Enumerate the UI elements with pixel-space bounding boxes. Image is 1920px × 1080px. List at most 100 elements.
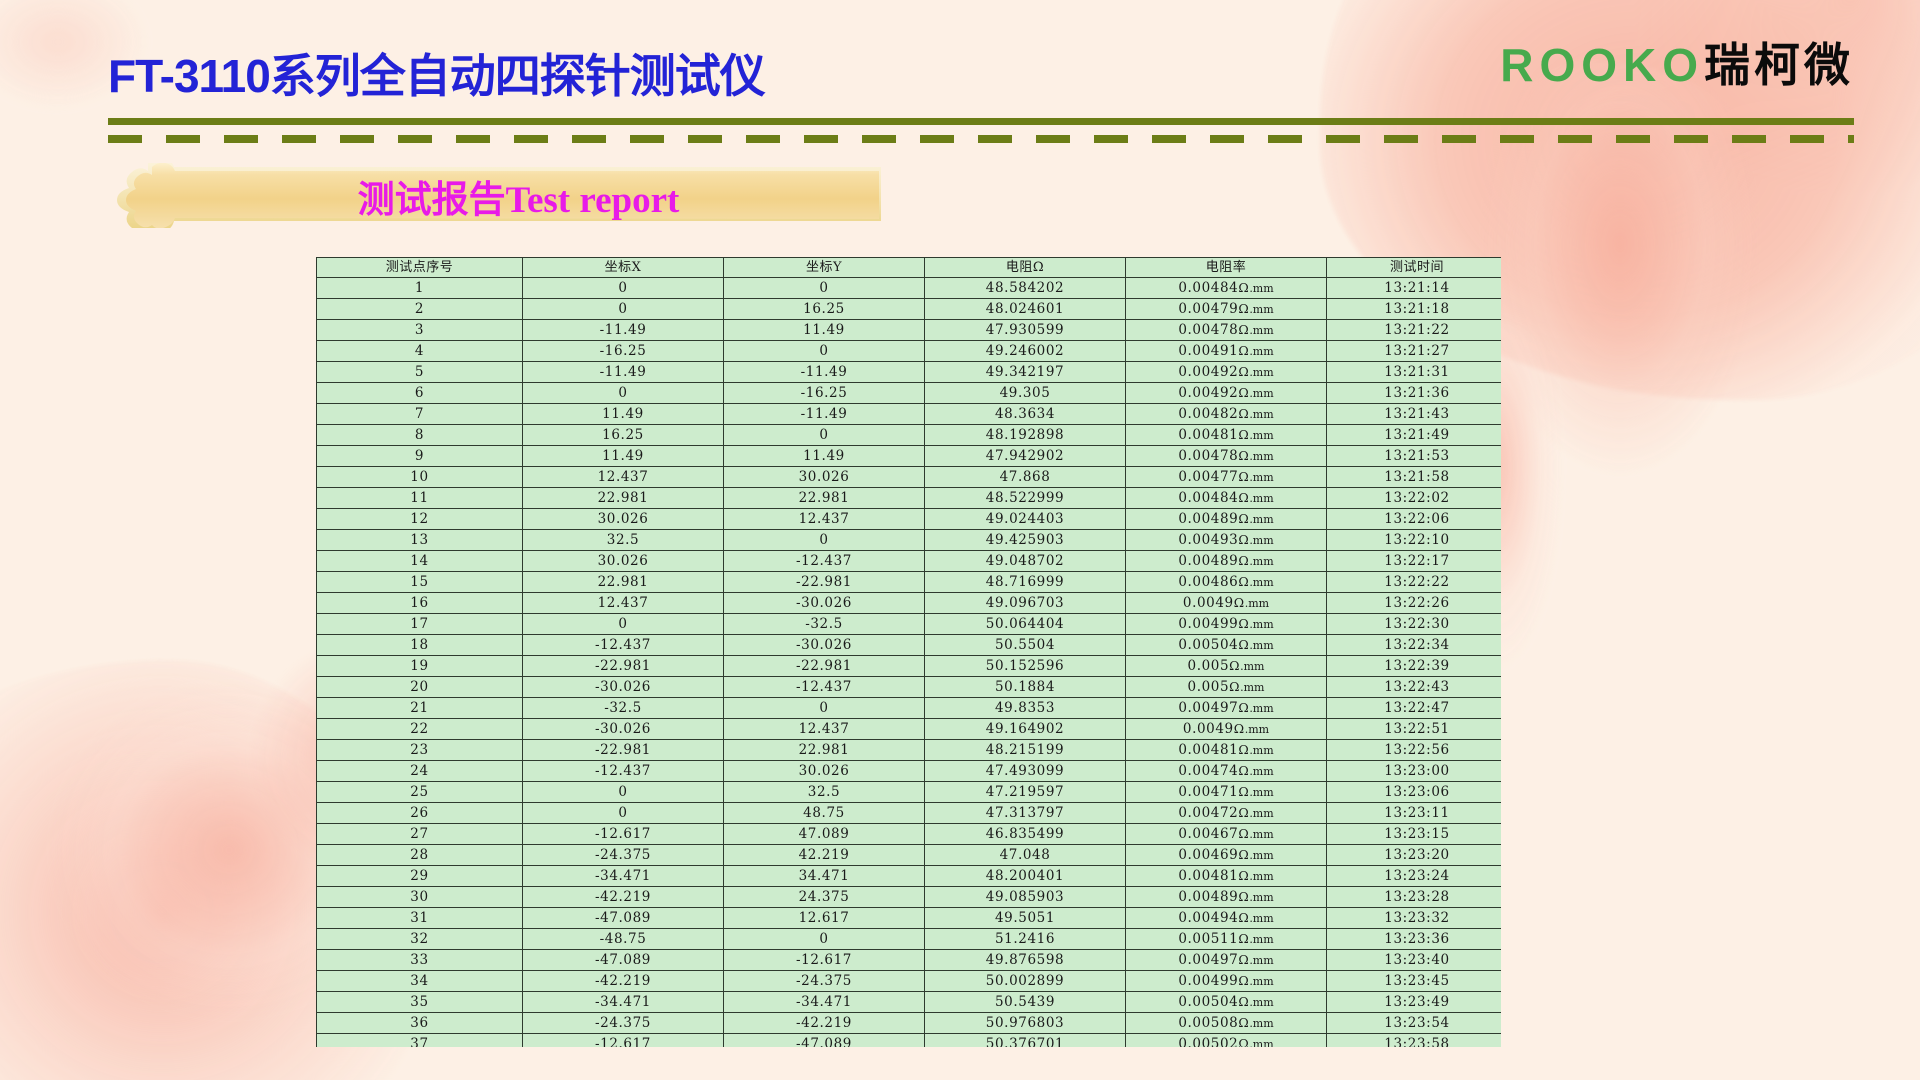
- table-row[interactable]: 32 -48.75 0 51.2416 0.00511Ω.mm 13:23:36: [316, 928, 1501, 950]
- table-row[interactable]: 6 0 -16.25 49.305 0.00492Ω.mm 13:21:36: [316, 382, 1501, 404]
- table-row[interactable]: 21 -32.5 0 49.8353 0.00497Ω.mm 13:22:47: [316, 697, 1501, 719]
- table-row[interactable]: 13 32.5 0 49.425903 0.00493Ω.mm 13:22:10: [316, 529, 1501, 551]
- cell-index: 1: [316, 277, 523, 299]
- cell-resistance: 47.219597: [924, 781, 1126, 803]
- cell-resistance: 49.342197: [924, 361, 1126, 383]
- cell-time: 13:23:49: [1326, 991, 1501, 1013]
- cell-coordinate-x: -48.75: [522, 928, 724, 950]
- table-row[interactable]: 7 11.49 -11.49 48.3634 0.00482Ω.mm 13:21:43: [316, 403, 1501, 425]
- column-header-resistivity: 电阻率: [1125, 257, 1327, 278]
- cell-index: 34: [316, 970, 523, 992]
- cell-resistance: 49.048702: [924, 550, 1126, 572]
- table-row[interactable]: 37 -12.617 -47.089 50.376701 0.00502Ω.mm 13:2…: [316, 1033, 1501, 1047]
- cell-resistance: 48.3634: [924, 403, 1126, 425]
- table-row[interactable]: 35 -34.471 -34.471 50.5439 0.00504Ω.mm 13:23:…: [316, 991, 1501, 1013]
- cell-time: 13:22:56: [1326, 739, 1501, 761]
- cell-resistivity: 0.00489Ω.mm: [1125, 550, 1327, 572]
- table-row[interactable]: 28 -24.375 42.219 47.048 0.00469Ω.mm 13:23:20: [316, 844, 1501, 866]
- cell-index: 21: [316, 697, 523, 719]
- table-row[interactable]: 4 -16.25 0 49.246002 0.00491Ω.mm 13:21:27: [316, 340, 1501, 362]
- table-row[interactable]: 24 -12.437 30.026 47.493099 0.00474Ω.mm 13:23…: [316, 760, 1501, 782]
- table-row[interactable]: 26 0 48.75 47.313797 0.00472Ω.mm 13:23:11: [316, 802, 1501, 824]
- cell-time: 13:23:20: [1326, 844, 1501, 866]
- cell-coordinate-x: -11.49: [522, 319, 724, 341]
- cell-time: 13:22:22: [1326, 571, 1501, 593]
- table-row[interactable]: 8 16.25 0 48.192898 0.00481Ω.mm 13:21:49: [316, 424, 1501, 446]
- cell-coordinate-x: 0: [522, 277, 724, 299]
- table-row[interactable]: 17 0 -32.5 50.064404 0.00499Ω.mm 13:22:30: [316, 613, 1501, 635]
- table-row[interactable]: 11 22.981 22.981 48.522999 0.00484Ω.mm 13:22:…: [316, 487, 1501, 509]
- cell-time: 13:22:51: [1326, 718, 1501, 740]
- table-row[interactable]: 14 30.026 -12.437 49.048702 0.00489Ω.mm 13:22…: [316, 550, 1501, 572]
- cell-resistivity: 0.00504Ω.mm: [1125, 991, 1327, 1013]
- table-row[interactable]: 15 22.981 -22.981 48.716999 0.00486Ω.mm 13:22…: [316, 571, 1501, 593]
- cell-coordinate-x: 11.49: [522, 445, 724, 467]
- test-report-table-container[interactable]: 测试点序号 坐标X 坐标Y 电阻Ω 电阻率 测试时间 1 0 0 48.584202 0…: [316, 257, 1501, 1047]
- cell-coordinate-x: 0: [522, 382, 724, 404]
- cell-resistivity: 0.00497Ω.mm: [1125, 697, 1327, 719]
- table-row[interactable]: 18 -12.437 -30.026 50.5504 0.00504Ω.mm 13:22:…: [316, 634, 1501, 656]
- cell-resistivity: 0.00511Ω.mm: [1125, 928, 1327, 950]
- table-row[interactable]: 5 -11.49 -11.49 49.342197 0.00492Ω.mm 13:21:3…: [316, 361, 1501, 383]
- cell-time: 13:22:17: [1326, 550, 1501, 572]
- cell-coordinate-y: -11.49: [723, 403, 925, 425]
- cell-time: 13:22:06: [1326, 508, 1501, 530]
- table-row[interactable]: 31 -47.089 12.617 49.5051 0.00494Ω.mm 13:23:3…: [316, 907, 1501, 929]
- cell-time: 13:23:40: [1326, 949, 1501, 971]
- cell-resistance: 50.152596: [924, 655, 1126, 677]
- cell-index: 16: [316, 592, 523, 614]
- table-row[interactable]: 30 -42.219 24.375 49.085903 0.00489Ω.mm 13:23…: [316, 886, 1501, 908]
- brand-logo-chinese: 瑞柯微: [1704, 38, 1854, 92]
- cell-index: 18: [316, 634, 523, 656]
- cell-coordinate-y: 12.437: [723, 718, 925, 740]
- table-row[interactable]: 34 -42.219 -24.375 50.002899 0.00499Ω.mm 13:2…: [316, 970, 1501, 992]
- table-row[interactable]: 2 0 16.25 48.024601 0.00479Ω.mm 13:21:18: [316, 298, 1501, 320]
- cell-index: 6: [316, 382, 523, 404]
- table-row[interactable]: 36 -24.375 -42.219 50.976803 0.00508Ω.mm 13:2…: [316, 1012, 1501, 1034]
- cell-coordinate-x: -47.089: [522, 949, 724, 971]
- table-row[interactable]: 16 12.437 -30.026 49.096703 0.0049Ω.mm 13:22:…: [316, 592, 1501, 614]
- cell-resistivity: 0.0049Ω.mm: [1125, 592, 1327, 614]
- cell-time: 13:23:45: [1326, 970, 1501, 992]
- table-row[interactable]: 29 -34.471 34.471 48.200401 0.00481Ω.mm 13:23…: [316, 865, 1501, 887]
- table-row[interactable]: 23 -22.981 22.981 48.215199 0.00481Ω.mm 13:22…: [316, 739, 1501, 761]
- cell-resistivity: 0.00502Ω.mm: [1125, 1033, 1327, 1047]
- column-header-resistance: 电阻Ω: [924, 257, 1126, 278]
- cell-resistivity: 0.00492Ω.mm: [1125, 361, 1327, 383]
- cell-resistance: 49.164902: [924, 718, 1126, 740]
- cell-time: 13:21:22: [1326, 319, 1501, 341]
- cell-resistance: 47.930599: [924, 319, 1126, 341]
- cell-time: 13:23:58: [1326, 1033, 1501, 1047]
- cell-coordinate-x: 11.49: [522, 403, 724, 425]
- cell-resistivity: 0.00499Ω.mm: [1125, 970, 1327, 992]
- cell-coordinate-x: -42.219: [522, 886, 724, 908]
- cell-index: 3: [316, 319, 523, 341]
- cell-resistivity: 0.00469Ω.mm: [1125, 844, 1327, 866]
- cell-coordinate-x: 30.026: [522, 508, 724, 530]
- table-row[interactable]: 19 -22.981 -22.981 50.152596 0.005Ω.mm 13:22:…: [316, 655, 1501, 677]
- cell-index: 37: [316, 1033, 523, 1047]
- table-row[interactable]: 3 -11.49 11.49 47.930599 0.00478Ω.mm 13:21:22: [316, 319, 1501, 341]
- brand-logo: ROOKO瑞柯微: [1500, 42, 1854, 88]
- cell-coordinate-y: 42.219: [723, 844, 925, 866]
- table-row[interactable]: 10 12.437 30.026 47.868 0.00477Ω.mm 13:21:58: [316, 466, 1501, 488]
- table-row[interactable]: 27 -12.617 47.089 46.835499 0.00467Ω.mm 13:23…: [316, 823, 1501, 845]
- cell-resistance: 49.096703: [924, 592, 1126, 614]
- table-row[interactable]: 1 0 0 48.584202 0.00484Ω.mm 13:21:14: [316, 277, 1501, 299]
- table-row[interactable]: 20 -30.026 -12.437 50.1884 0.005Ω.mm 13:22:43: [316, 676, 1501, 698]
- cell-coordinate-y: 0: [723, 928, 925, 950]
- cell-coordinate-y: 22.981: [723, 487, 925, 509]
- cell-resistance: 47.868: [924, 466, 1126, 488]
- cell-resistance: 49.5051: [924, 907, 1126, 929]
- cell-index: 19: [316, 655, 523, 677]
- table-row[interactable]: 22 -30.026 12.437 49.164902 0.0049Ω.mm 13:22:…: [316, 718, 1501, 740]
- cell-coordinate-y: 48.75: [723, 802, 925, 824]
- cell-coordinate-y: -42.219: [723, 1012, 925, 1034]
- table-row[interactable]: 12 30.026 12.437 49.024403 0.00489Ω.mm 13:22:…: [316, 508, 1501, 530]
- table-row[interactable]: 9 11.49 11.49 47.942902 0.00478Ω.mm 13:21:53: [316, 445, 1501, 467]
- table-row[interactable]: 33 -47.089 -12.617 49.876598 0.00497Ω.mm 13:2…: [316, 949, 1501, 971]
- table-row[interactable]: 25 0 32.5 47.219597 0.00471Ω.mm 13:23:06: [316, 781, 1501, 803]
- cell-coordinate-y: 0: [723, 340, 925, 362]
- cell-resistivity: 0.00481Ω.mm: [1125, 865, 1327, 887]
- cell-index: 26: [316, 802, 523, 824]
